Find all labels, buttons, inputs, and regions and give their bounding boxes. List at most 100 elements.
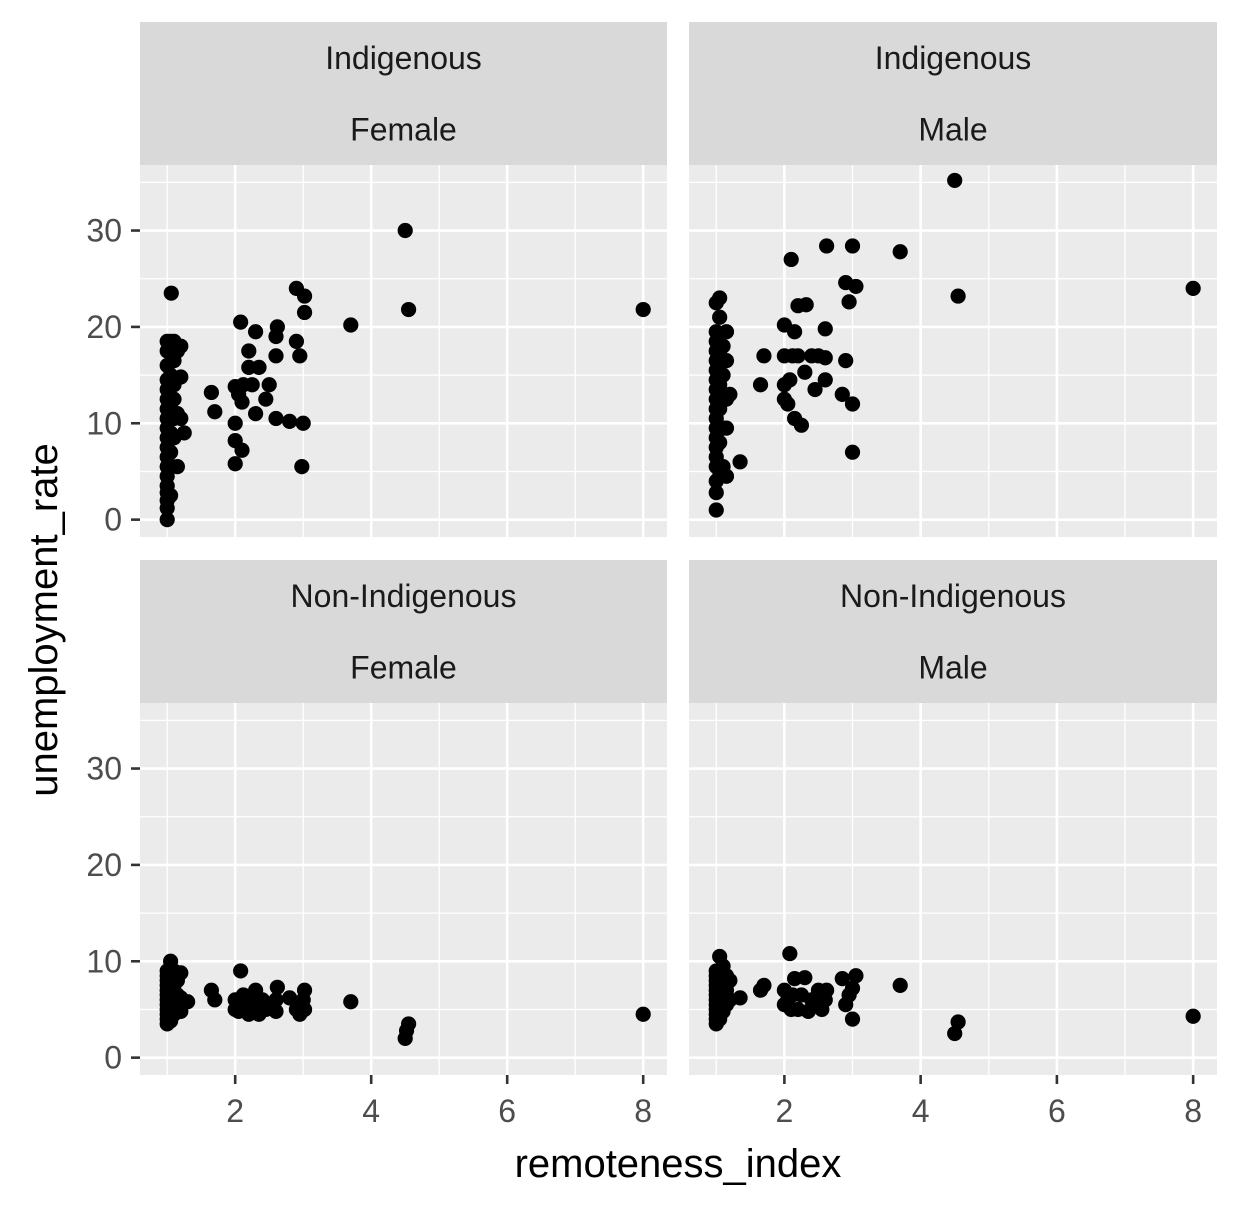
data-point	[203, 384, 219, 401]
data-point	[950, 1014, 966, 1030]
data-point	[892, 244, 908, 260]
data-point	[173, 410, 189, 427]
data-point	[248, 324, 264, 340]
data-point	[268, 348, 284, 364]
x-tick-label: 4	[362, 1093, 380, 1129]
data-point	[844, 396, 861, 412]
x-tick-label: 6	[498, 1093, 516, 1129]
data-point	[844, 238, 861, 254]
data-point	[793, 417, 810, 433]
strip-label: Male	[918, 111, 987, 147]
data-point	[1185, 1008, 1201, 1024]
data-point	[715, 367, 731, 383]
data-point	[401, 1016, 417, 1032]
data-point	[798, 297, 814, 313]
data-point	[819, 982, 835, 998]
data-point	[234, 394, 250, 410]
data-point	[752, 377, 769, 393]
data-point	[268, 1003, 284, 1019]
y-tick-label: 30	[86, 213, 122, 249]
data-point	[708, 502, 724, 518]
panel-background	[140, 703, 667, 1075]
facet-panel-4: Non-Indigenous Male 2 4 6 8	[689, 560, 1217, 1129]
data-point	[261, 377, 277, 393]
strip-label: Female	[350, 111, 457, 147]
data-point	[173, 369, 189, 385]
data-point	[817, 350, 833, 366]
data-point	[296, 982, 313, 998]
data-point	[163, 285, 179, 301]
data-point	[844, 980, 861, 996]
data-point	[207, 992, 223, 1008]
data-point	[834, 971, 850, 987]
strip-label: Indigenous	[325, 40, 482, 76]
strip-label: Non-Indigenous	[291, 578, 517, 614]
data-point	[180, 994, 196, 1010]
y-tick-label: 20	[86, 309, 122, 345]
data-point	[708, 485, 724, 501]
data-point	[848, 968, 864, 984]
data-point	[294, 459, 310, 475]
data-point	[288, 333, 304, 349]
facet-strip	[689, 22, 1217, 165]
data-point	[163, 487, 179, 504]
data-point	[841, 294, 857, 310]
x-tick-label: 2	[226, 1093, 244, 1129]
data-point	[207, 404, 223, 420]
data-point	[782, 372, 798, 388]
data-point	[797, 970, 813, 986]
facet-panel-1: Indigenous Female 0 10 20 30	[86, 22, 667, 538]
x-tick-label: 8	[634, 1093, 652, 1129]
y-axis-title: unemployment_rate	[22, 443, 66, 797]
data-point	[718, 420, 735, 436]
data-point	[635, 1006, 651, 1022]
data-point	[233, 314, 249, 330]
facet-panel-2: Indigenous Male	[689, 22, 1217, 537]
data-point	[244, 377, 260, 393]
data-point	[782, 945, 798, 962]
data-point	[783, 251, 799, 268]
facet-strip	[689, 560, 1217, 703]
data-point	[227, 415, 243, 431]
data-point	[892, 977, 908, 993]
data-point	[712, 290, 728, 306]
data-point	[844, 444, 861, 460]
y-tick-label: 10	[86, 943, 122, 979]
data-point	[282, 990, 298, 1006]
data-point	[241, 343, 257, 359]
data-point	[712, 434, 728, 451]
strip-label: Male	[918, 649, 987, 685]
data-point	[756, 348, 772, 364]
data-point	[817, 372, 833, 388]
data-point	[718, 324, 735, 340]
data-point	[635, 301, 651, 318]
data-point	[173, 965, 189, 981]
data-point	[269, 319, 285, 335]
facet-strip	[140, 560, 667, 703]
strip-label: Female	[350, 649, 457, 685]
data-point	[268, 410, 284, 427]
data-point	[173, 338, 189, 354]
data-point	[817, 321, 833, 337]
data-point	[166, 391, 182, 407]
data-point	[787, 324, 803, 340]
data-point	[296, 288, 313, 304]
data-point	[163, 444, 179, 460]
panel-background	[689, 165, 1217, 537]
data-point	[159, 512, 175, 528]
facet-strip	[140, 22, 667, 165]
data-point	[295, 415, 311, 431]
facet-panel-3: Non-Indigenous Female 0 10 20 30 2 4 6 8	[86, 560, 667, 1129]
data-point	[282, 413, 298, 429]
data-point	[722, 386, 738, 402]
data-point	[780, 396, 796, 412]
x-tick-label: 8	[1184, 1093, 1202, 1129]
panel-background	[140, 165, 667, 537]
data-point	[258, 391, 274, 407]
data-point	[343, 317, 359, 333]
data-point	[732, 454, 748, 470]
data-point	[234, 442, 250, 458]
data-point	[1185, 280, 1201, 296]
data-point	[176, 425, 192, 441]
